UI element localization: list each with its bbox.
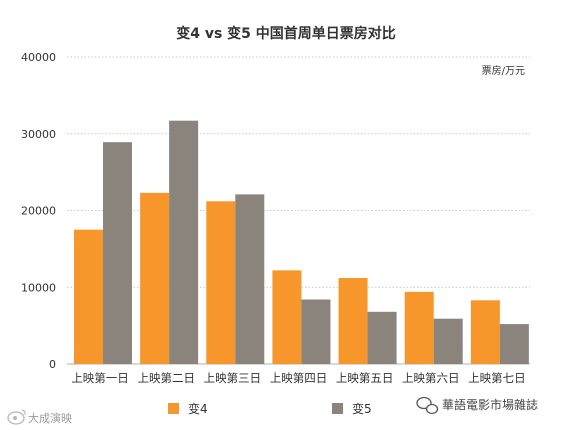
bar-bian5 (367, 311, 397, 364)
watermark-left-text: 大成演映 (28, 411, 72, 425)
watermark-left: 大成演映 (7, 409, 72, 425)
bar-bian4 (470, 300, 500, 364)
bar-bian4 (206, 201, 236, 364)
x-category-label: 上映第六日 (402, 371, 460, 385)
y-tick-label: 0 (49, 358, 56, 371)
legend-swatch-bian4 (168, 403, 179, 414)
x-category-label: 上映第四日 (270, 371, 328, 385)
x-category-label: 上映第二日 (137, 371, 195, 385)
legend-label-bian5: 变5 (352, 401, 372, 416)
legend: 变4 变5 (168, 401, 372, 416)
legend-label-bian4: 变4 (188, 401, 208, 416)
watermark-right-text: 華語電影市場雜誌 (442, 397, 538, 412)
chart-title: 变4 vs 变5 中国首周单日票房对比 (176, 25, 396, 42)
weibo-logo-icon (7, 409, 26, 425)
x-category-label: 上映第五日 (336, 371, 394, 385)
y-tick-label: 30000 (21, 128, 56, 141)
x-category-label: 上映第一日 (71, 371, 129, 385)
y-tick-label: 10000 (21, 281, 56, 294)
bar-bian4 (272, 270, 302, 364)
bar-bian5 (499, 324, 529, 364)
unit-label: 票房/万元 (482, 64, 525, 77)
x-category-label: 上映第三日 (204, 371, 262, 385)
bar-bian5 (301, 299, 331, 364)
bar-bian4 (74, 229, 103, 364)
bar-bian5 (235, 194, 265, 364)
wechat-logo-icon (416, 396, 439, 415)
bar-bian4 (338, 278, 368, 364)
y-axis-ticks: 0 10000 20000 30000 40000 (21, 51, 56, 371)
bar-bian5 (103, 142, 132, 364)
y-tick-label: 40000 (21, 51, 56, 64)
bar-bian4 (140, 192, 170, 364)
x-axis-categories: 上映第一日 上映第二日 上映第三日 上映第四日 上映第五日 上映第六日 上映第七日 (71, 371, 525, 385)
legend-swatch-bian5 (332, 403, 343, 414)
x-category-label: 上映第七日 (468, 371, 526, 385)
watermark-right: 華語電影市場雜誌 (416, 396, 538, 415)
bar-bian5 (433, 318, 463, 364)
y-tick-label: 20000 (21, 205, 56, 218)
bars (74, 120, 529, 364)
bar-bian4 (404, 291, 434, 364)
bar-bian5 (169, 120, 199, 364)
